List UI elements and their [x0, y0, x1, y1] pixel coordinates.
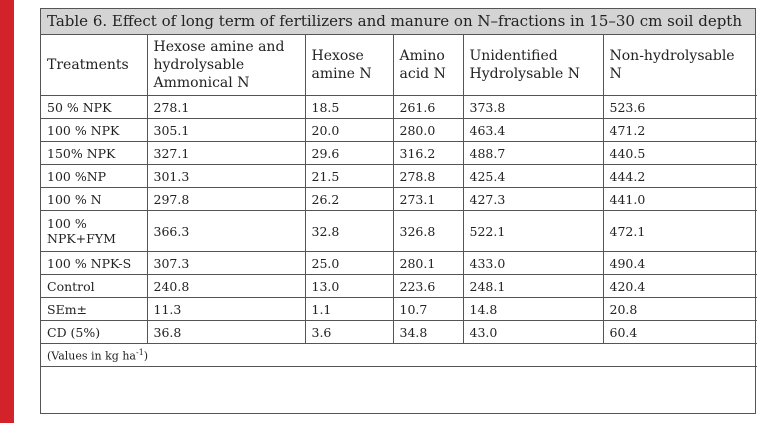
value-cell: 29.6 [304, 141, 394, 165]
value-cell: 278.1 [146, 95, 306, 119]
value-cell: 373.8 [462, 95, 604, 119]
value-cell: 433.0 [462, 251, 604, 275]
value-cell: 32.8 [304, 210, 394, 252]
value-cell: 20.0 [304, 118, 394, 142]
value-cell: 301.3 [146, 164, 306, 188]
value-cell: 25.0 [304, 251, 394, 275]
accent-bar [0, 0, 14, 423]
value-cell: 34.8 [392, 320, 464, 344]
table-row: Control 240.8 13.0 223.6 248.1 420.4 [41, 274, 757, 298]
value-cell: 327.1 [146, 141, 306, 165]
value-cell: 297.8 [146, 187, 306, 211]
value-cell: 523.6 [602, 95, 757, 119]
value-cell: 20.8 [602, 297, 757, 321]
header-amino-acid-n: Amino acid N [392, 35, 464, 96]
value-cell: 490.4 [602, 251, 757, 275]
treatment-cell: 100 % N [41, 187, 148, 211]
header-hexose-hydrolysable-ammonical-n: Hexose amine and hydrolysable Ammonical … [146, 35, 306, 96]
value-cell: 441.0 [602, 187, 757, 211]
value-cell: 14.8 [462, 297, 604, 321]
table-row: 100 % NPK+FYM 366.3 32.8 326.8 522.1 472.1 [41, 210, 757, 252]
treatment-cell: SEm± [41, 297, 148, 321]
value-cell: 427.3 [462, 187, 604, 211]
value-cell: 1.1 [304, 297, 394, 321]
value-cell: 305.1 [146, 118, 306, 142]
header-row: Treatments Hexose amine and hydrolysable… [41, 35, 757, 96]
value-cell: 366.3 [146, 210, 306, 252]
treatment-cell: 150% NPK [41, 141, 148, 165]
value-cell: 13.0 [304, 274, 394, 298]
value-cell: 26.2 [304, 187, 394, 211]
value-cell: 488.7 [462, 141, 604, 165]
treatment-cell: CD (5%) [41, 320, 148, 344]
treatment-cell: 100 % NPK [41, 118, 148, 142]
treatment-cell: 100 % NPK-S [41, 251, 148, 275]
treatment-cell: 100 % NPK+FYM [41, 210, 148, 252]
value-cell: 223.6 [392, 274, 464, 298]
value-cell: 307.3 [146, 251, 306, 275]
note-sup: -1 [135, 347, 144, 357]
note-prefix: (Values in kg ha [47, 349, 136, 363]
table-row: 150% NPK 327.1 29.6 316.2 488.7 440.5 [41, 141, 757, 165]
table-row: 100 %NP 301.3 21.5 278.8 425.4 444.2 [41, 164, 757, 188]
data-table: Treatments Hexose amine and hydrolysable… [41, 35, 757, 367]
value-cell: 425.4 [462, 164, 604, 188]
value-cell: 43.0 [462, 320, 604, 344]
value-cell: 36.8 [146, 320, 306, 344]
value-cell: 248.1 [462, 274, 604, 298]
value-cell: 11.3 [146, 297, 306, 321]
value-cell: 18.5 [304, 95, 394, 119]
value-cell: 471.2 [602, 118, 757, 142]
table-note: (Values in kg ha-1) [41, 343, 757, 367]
value-cell: 316.2 [392, 141, 464, 165]
value-cell: 60.4 [602, 320, 757, 344]
value-cell: 3.6 [304, 320, 394, 344]
header-unidentified-hydrolysable-n: Unidentified Hydrolysable N [462, 35, 604, 96]
value-cell: 440.5 [602, 141, 757, 165]
table-row: 100 % N 297.8 26.2 273.1 427.3 441.0 [41, 187, 757, 211]
value-cell: 420.4 [602, 274, 757, 298]
header-hexose-amine-n: Hexose amine N [304, 35, 394, 96]
table-panel: Table 6. Effect of long term of fertiliz… [40, 8, 757, 414]
value-cell: 280.1 [392, 251, 464, 275]
treatment-cell: 100 %NP [41, 164, 148, 188]
note-suffix: ) [143, 349, 149, 363]
table-row: 100 % NPK 305.1 20.0 280.0 463.4 471.2 [41, 118, 757, 142]
value-cell: 273.1 [392, 187, 464, 211]
value-cell: 522.1 [462, 210, 604, 252]
value-cell: 278.8 [392, 164, 464, 188]
value-cell: 240.8 [146, 274, 306, 298]
table-row: 50 % NPK 278.1 18.5 261.6 373.8 523.6 [41, 95, 757, 119]
header-non-hydrolysable-n: Non-hydrolysable N [602, 35, 757, 96]
value-cell: 326.8 [392, 210, 464, 252]
value-cell: 280.0 [392, 118, 464, 142]
value-cell: 261.6 [392, 95, 464, 119]
note-row: (Values in kg ha-1) [41, 343, 757, 367]
table-row: 100 % NPK-S 307.3 25.0 280.1 433.0 490.4 [41, 251, 757, 275]
value-cell: 21.5 [304, 164, 394, 188]
table-row: SEm± 11.3 1.1 10.7 14.8 20.8 [41, 297, 757, 321]
table-title: Table 6. Effect of long term of fertiliz… [41, 9, 755, 35]
treatment-cell: 50 % NPK [41, 95, 148, 119]
value-cell: 444.2 [602, 164, 757, 188]
value-cell: 463.4 [462, 118, 604, 142]
value-cell: 472.1 [602, 210, 757, 252]
treatment-cell: Control [41, 274, 148, 298]
value-cell: 10.7 [392, 297, 464, 321]
header-treatments: Treatments [41, 35, 148, 96]
table-row: CD (5%) 36.8 3.6 34.8 43.0 60.4 [41, 320, 757, 344]
